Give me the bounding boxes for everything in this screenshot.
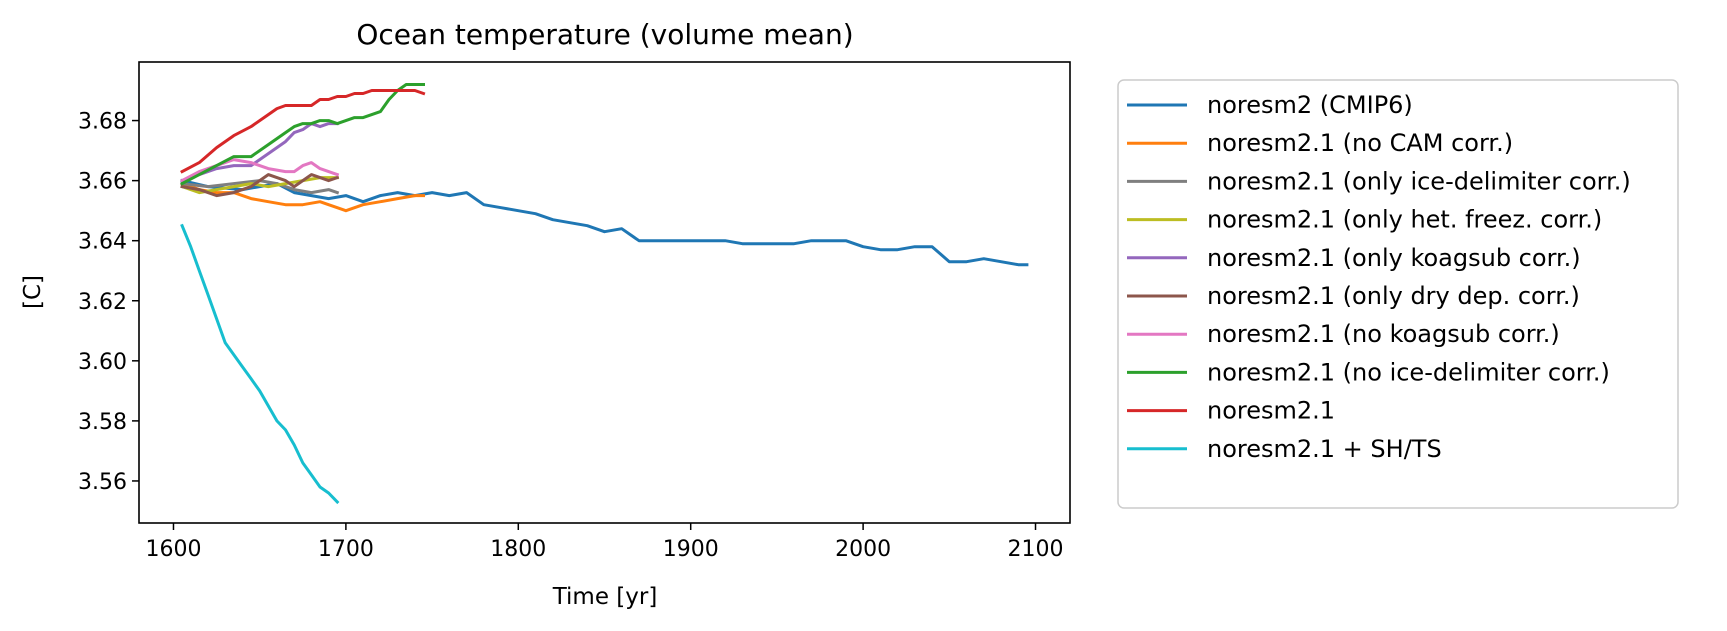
plot-area [180, 83, 1029, 505]
x-tick-label: 2100 [1008, 537, 1064, 562]
x-tick-label: 2000 [835, 537, 891, 562]
legend-label-5: noresm2.1 (only dry dep. corr.) [1207, 282, 1580, 310]
x-tick-label: 1700 [318, 537, 374, 562]
legend: noresm2 (CMIP6) noresm2.1 (no CAM corr.) n… [1117, 79, 1679, 509]
y-tick-label: 3.56 [78, 470, 127, 495]
x-tick-label: 1900 [663, 537, 719, 562]
x-tick-label: 1600 [145, 537, 201, 562]
plot-frame [138, 61, 1071, 524]
y-axis: 3.56 3.58 3.60 3.62 3.64 3.66 3.68 [78, 110, 139, 495]
legend-label-4: noresm2.1 (only koagsub corr.) [1207, 244, 1581, 272]
series-line-8 [180, 89, 426, 174]
legend-label-3: noresm2.1 (only het. freez. corr.) [1207, 206, 1602, 234]
x-tick-label: 1800 [490, 537, 546, 562]
legend-label-9: noresm2.1 + SH/TS [1207, 435, 1442, 463]
chart-title: Ocean temperature (volume mean) [356, 18, 853, 51]
series-line-9 [180, 223, 340, 505]
y-tick-label: 3.66 [78, 170, 127, 195]
legend-label-2: noresm2.1 (only ice-delimiter corr.) [1207, 167, 1631, 195]
series-line-5 [180, 173, 340, 198]
series-line-7 [180, 83, 425, 186]
y-tick-label: 3.68 [78, 110, 127, 135]
x-axis: 1600 1700 1800 1900 2000 2100 [145, 523, 1064, 562]
y-tick-label: 3.62 [78, 290, 127, 315]
y-tick-label: 3.64 [78, 230, 127, 255]
y-tick-label: 3.60 [78, 350, 127, 375]
series-layer [180, 83, 1029, 505]
legend-label-7: noresm2.1 (no ice-delimiter corr.) [1207, 358, 1610, 386]
y-tick-label: 3.58 [78, 410, 127, 435]
series-line-0 [180, 178, 1029, 267]
x-axis-label: Time [yr] [552, 584, 658, 610]
series-line-4 [180, 122, 339, 183]
y-axis-label: [C] [20, 275, 46, 309]
legend-frame [1117, 79, 1679, 509]
legend-label-0: noresm2 (CMIP6) [1207, 91, 1413, 119]
legend-label-1: noresm2.1 (no CAM corr.) [1207, 129, 1513, 157]
legend-label-8: noresm2.1 [1207, 397, 1335, 425]
legend-label-6: noresm2.1 (no koagsub corr.) [1207, 320, 1560, 348]
